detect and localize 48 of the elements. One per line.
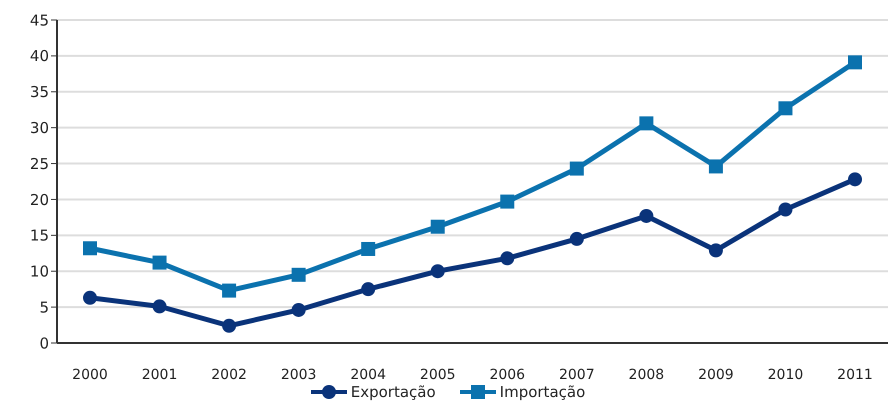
y-tick-label: 30 (30, 118, 49, 137)
x-tick-label: 2004 (350, 366, 386, 383)
point (848, 55, 862, 70)
x-tick-label: 2009 (698, 366, 734, 383)
point (848, 172, 862, 186)
point (361, 282, 376, 296)
y-tick-label: 45 (30, 11, 49, 30)
x-tick-label: 2007 (559, 366, 595, 383)
point (708, 243, 723, 258)
y-tick-label: 35 (30, 83, 49, 102)
point (570, 232, 584, 246)
y-tick-label: 15 (30, 226, 49, 245)
point (570, 162, 584, 176)
point (430, 220, 445, 234)
y-tick-label: 20 (30, 190, 49, 209)
x-tick-label: 2000 (72, 366, 108, 383)
point (361, 242, 376, 256)
x-tick-label: 2011 (837, 366, 873, 383)
y-tick-label: 5 (39, 298, 49, 316)
point (83, 241, 97, 256)
point (292, 268, 306, 282)
x-tick-label: 2010 (768, 366, 804, 383)
y-tick-label: 10 (30, 262, 49, 281)
point (292, 302, 306, 317)
x-tick-label: 2003 (280, 366, 316, 383)
point (152, 256, 167, 270)
x-tick-label: 2008 (628, 366, 664, 383)
y-tick-label: 40 (30, 47, 49, 66)
x-tick-label: 2002 (211, 366, 247, 383)
legend-label: Importação (498, 383, 586, 401)
x-tick-label: 2005 (420, 366, 456, 383)
x-tick-label: 2001 (142, 366, 178, 383)
point (639, 116, 654, 130)
point (500, 251, 514, 266)
point (83, 290, 97, 305)
x-tick-label: 2006 (489, 366, 526, 383)
point (778, 101, 792, 116)
point (778, 202, 792, 216)
point (708, 159, 723, 174)
point (500, 194, 514, 209)
point (152, 299, 167, 314)
point (222, 318, 236, 333)
point (430, 264, 445, 278)
legend-label: Exportação (350, 383, 436, 401)
y-tick-label: 25 (30, 154, 49, 173)
y-tick-label: 0 (39, 334, 49, 352)
point (639, 208, 654, 223)
point (222, 284, 236, 298)
